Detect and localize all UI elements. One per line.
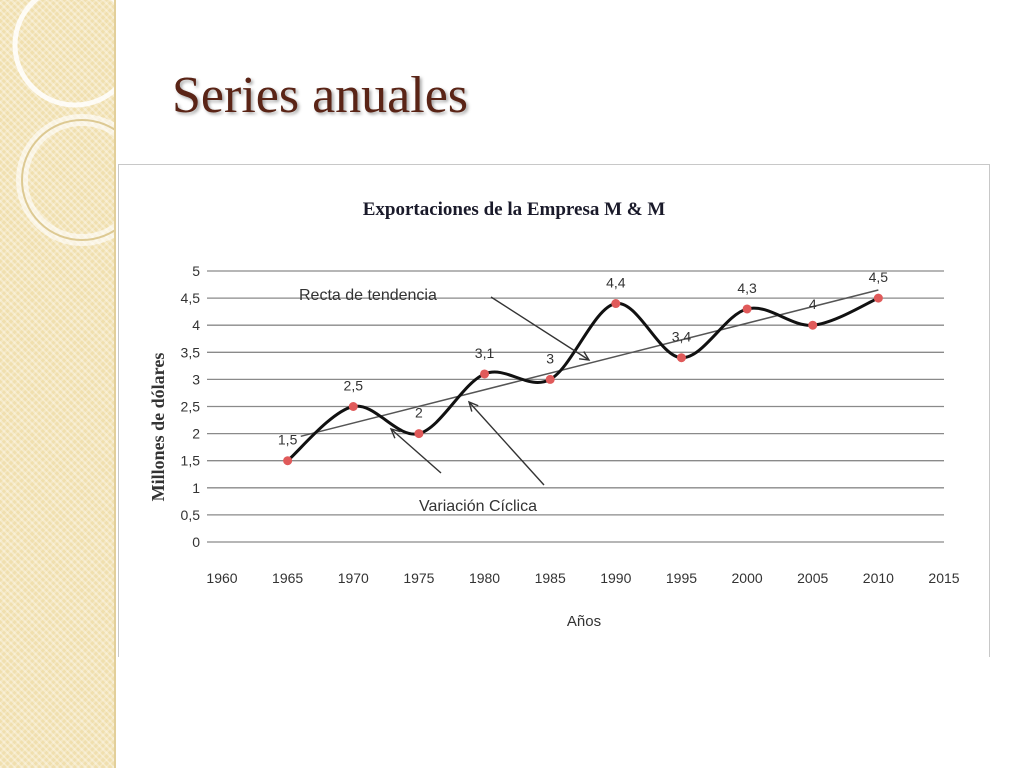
x-tick-label: 2000 xyxy=(732,570,763,586)
data-label: 2 xyxy=(415,405,423,421)
data-point xyxy=(480,369,490,379)
x-tick-label: 1985 xyxy=(535,570,566,586)
x-tick-label: 1990 xyxy=(600,570,631,586)
series-line xyxy=(286,296,879,462)
y-tick-label: 0 xyxy=(192,534,200,550)
x-axis-ticks: 1960 1965 1970 1975 1980 1985 1990 1995 2000 2005… xyxy=(206,570,959,586)
data-label: 2,5 xyxy=(344,378,364,394)
data-label: 3 xyxy=(546,350,554,366)
annotation-arrows xyxy=(389,296,591,486)
annotation-trend-label: Recta de tendencia xyxy=(299,287,437,304)
annotation-arrow xyxy=(490,296,590,361)
data-point xyxy=(283,456,293,466)
data-label: 3,4 xyxy=(672,329,692,345)
chart-gridlines xyxy=(207,270,944,543)
y-tick-label: 4,5 xyxy=(181,290,201,306)
annotation-cyclic-label: Variación Cíclica xyxy=(419,498,537,515)
x-tick-label: 1960 xyxy=(206,570,237,586)
data-point xyxy=(545,374,555,384)
y-tick-label: 1 xyxy=(192,480,200,496)
trend-line xyxy=(300,289,879,438)
data-labels: 1,5 2,5 2 3,1 3 4,4 3,4 4,3 4 4,5 xyxy=(278,269,888,448)
y-tick-label: 3 xyxy=(192,371,200,387)
x-tick-label: 1965 xyxy=(272,570,303,586)
data-label: 3,1 xyxy=(475,345,495,361)
x-tick-label: 1975 xyxy=(403,570,434,586)
x-tick-label: 1970 xyxy=(338,570,369,586)
data-point xyxy=(348,402,358,411)
data-point xyxy=(742,304,752,314)
y-axis-label: Millones de dólares xyxy=(148,353,168,502)
data-point xyxy=(611,299,621,309)
y-tick-label: 2,5 xyxy=(181,399,201,415)
data-point xyxy=(808,320,818,330)
data-point xyxy=(676,353,686,363)
annotation-arrow xyxy=(468,401,545,486)
data-point xyxy=(414,429,424,439)
x-tick-label: 2015 xyxy=(928,570,959,586)
slide-title: Series anuales xyxy=(172,67,469,124)
y-tick-label: 4 xyxy=(192,317,200,333)
data-label: 4,5 xyxy=(869,269,889,285)
annotation-arrow xyxy=(390,428,442,474)
y-tick-label: 1,5 xyxy=(181,453,201,469)
chart-container: Exportaciones de la Empresa M & M 0 0,5 1 1… xyxy=(118,164,990,657)
data-label: 4,4 xyxy=(606,275,626,291)
y-axis-ticks: 0 0,5 1 1,5 2 2,5 3 3,5 4 4,5 5 xyxy=(181,263,201,550)
x-tick-label: 2005 xyxy=(797,570,828,586)
y-tick-label: 2 xyxy=(192,426,200,442)
slide-sidebar-decoration xyxy=(0,0,116,768)
decorative-circles xyxy=(12,0,114,246)
data-label: 4 xyxy=(809,296,817,312)
data-point xyxy=(873,293,883,303)
annotation-arrowhead xyxy=(467,400,479,412)
x-tick-label: 1980 xyxy=(469,570,500,586)
x-tick-label: 2010 xyxy=(863,570,894,586)
data-label: 1,5 xyxy=(278,432,298,448)
data-label: 4,3 xyxy=(737,280,757,296)
line-chart: Exportaciones de la Empresa M & M 0 0,5 1 1… xyxy=(148,199,960,630)
data-markers xyxy=(283,293,883,466)
x-tick-label: 1995 xyxy=(666,570,697,586)
y-tick-label: 3,5 xyxy=(181,344,201,360)
annotation-arrowhead xyxy=(578,351,591,361)
y-tick-label: 0,5 xyxy=(181,507,201,523)
annotation-arrowhead xyxy=(389,427,401,439)
chart-title: Exportaciones de la Empresa M & M xyxy=(363,199,666,220)
x-axis-label: Años xyxy=(567,613,601,630)
y-tick-label: 5 xyxy=(192,263,200,279)
